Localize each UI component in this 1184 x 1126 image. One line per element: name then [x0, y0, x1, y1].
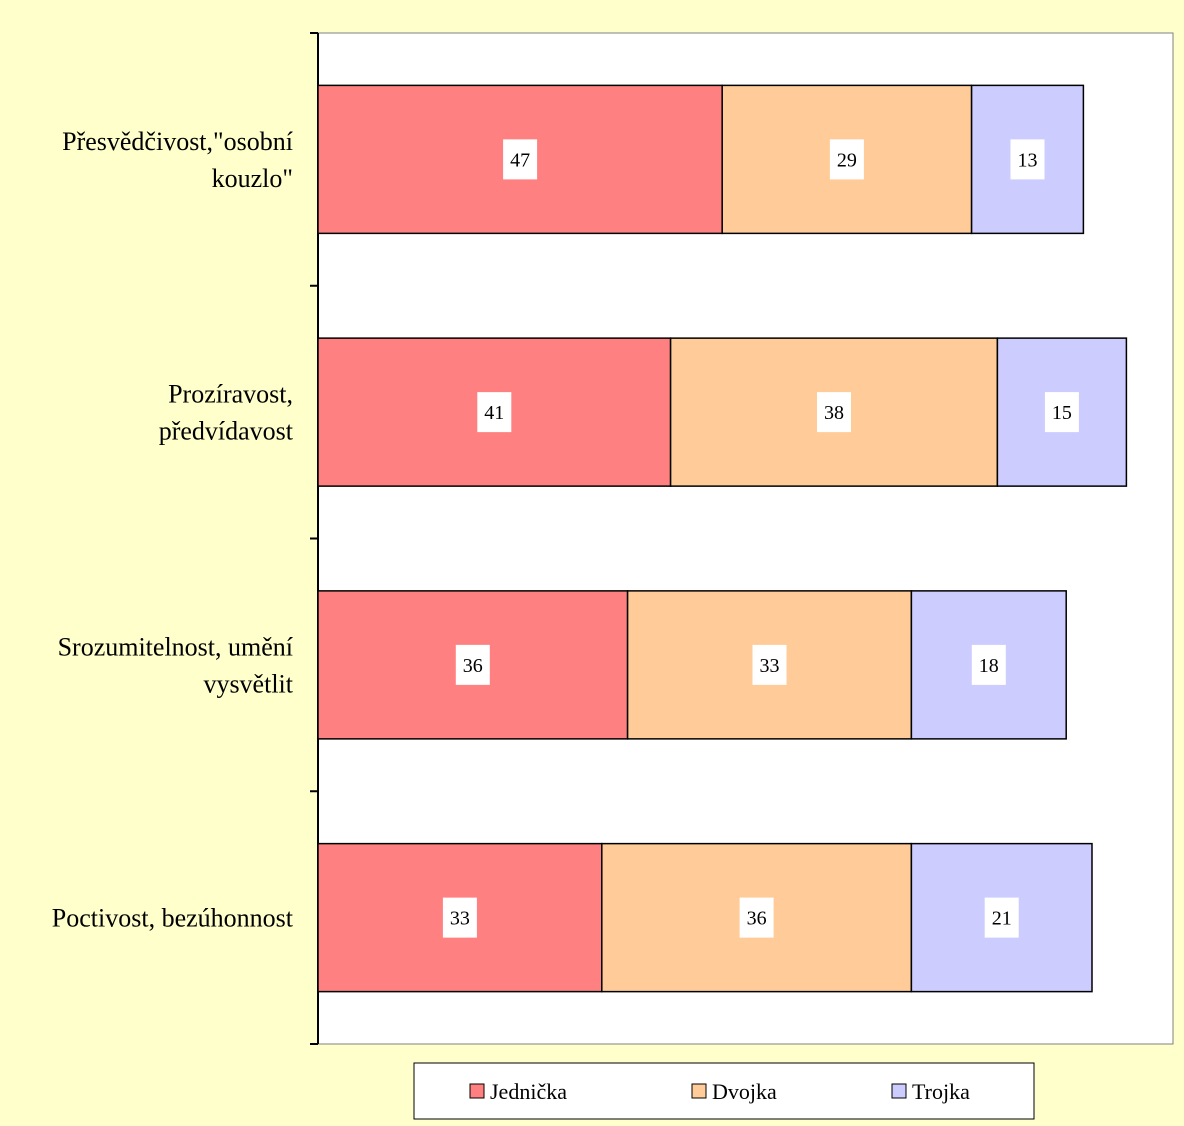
data-label: 33: [760, 655, 780, 677]
legend-label: Dvojka: [712, 1079, 777, 1104]
legend-swatch: [891, 1083, 907, 1099]
data-label: 47: [510, 149, 530, 171]
legend-swatch: [469, 1083, 485, 1099]
data-label: 33: [450, 908, 470, 930]
data-label: 18: [979, 655, 999, 677]
legend: Jednička Dvojka Trojka: [413, 1062, 1035, 1120]
data-label-background: [984, 897, 1019, 938]
data-label-background: [503, 139, 538, 180]
bars-group: 47 29 13 41 38 15 36 33 18 33 36 21: [317, 84, 1128, 993]
category-label: Prozíravost, předvídavost: [159, 380, 294, 446]
data-label: 21: [992, 908, 1012, 930]
data-label-background: [1010, 139, 1045, 180]
data-label-background: [455, 644, 490, 685]
category-label: Přesvědčivost,"osobní kouzlo": [62, 127, 293, 193]
data-label: 38: [824, 402, 844, 424]
data-label-background: [829, 139, 864, 180]
data-label-background: [817, 392, 851, 433]
legend-label: Trojka: [912, 1079, 970, 1104]
category-labels: Přesvědčivost,"osobní kouzlo" Prozíravost,…: [52, 127, 294, 933]
data-label: 41: [484, 402, 504, 424]
legend-label: Jednička: [490, 1079, 567, 1104]
data-label-background: [477, 392, 512, 433]
data-label: 36: [463, 655, 483, 677]
data-label: 29: [837, 149, 857, 171]
category-label: Srozumitelnost, umění vysvětlit: [58, 632, 294, 698]
data-label-background: [739, 897, 774, 938]
category-label: Poctivost, bezúhonnost: [52, 904, 294, 933]
data-label-background: [752, 644, 787, 685]
data-label-background: [442, 897, 477, 938]
data-label: 15: [1052, 402, 1072, 424]
data-label: 13: [1018, 149, 1038, 171]
data-label: 36: [747, 908, 767, 930]
y-axis-ticks: [310, 32, 318, 1045]
legend-swatch: [691, 1083, 707, 1099]
data-label-background: [1044, 392, 1079, 433]
data-label-background: [971, 644, 1006, 685]
legend-box: [413, 1062, 1035, 1120]
